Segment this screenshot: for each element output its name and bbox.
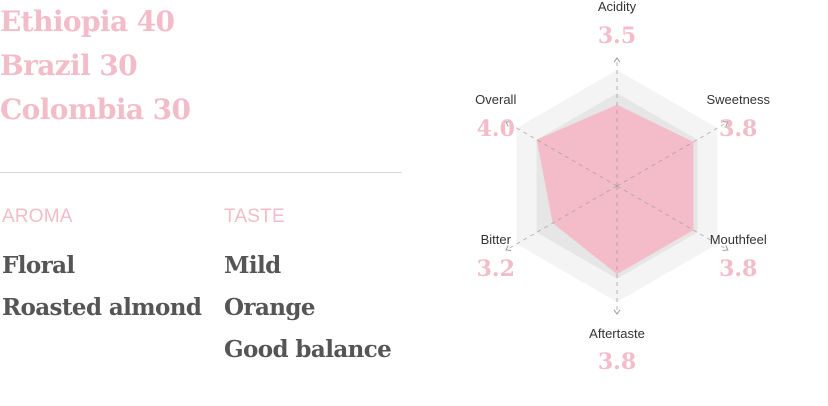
radar-axis-score: 3.8 bbox=[598, 349, 636, 375]
radar-axis-label: Overall bbox=[475, 92, 516, 107]
section-divider bbox=[0, 172, 402, 173]
radar-axis-score: 4.0 bbox=[477, 116, 515, 142]
taste-item: Mild bbox=[224, 252, 281, 279]
blend-origin: Colombia bbox=[0, 93, 144, 126]
radar-axis-line bbox=[505, 121, 618, 187]
radar-axis-arrow-icon bbox=[722, 120, 729, 127]
radar-axis-arrow-icon bbox=[505, 245, 512, 252]
aroma-list: Floral Roasted almond bbox=[2, 245, 202, 329]
radar-axis-arrow-icon bbox=[613, 309, 621, 315]
radar-axis-score: 3.8 bbox=[719, 116, 757, 142]
radar-axis-label: Sweetness bbox=[706, 92, 770, 107]
blend-share: 30 bbox=[152, 93, 191, 126]
aroma-item: Floral bbox=[2, 252, 75, 279]
blend-share: 30 bbox=[99, 49, 138, 82]
radar-axis-score: 3.2 bbox=[477, 256, 515, 282]
radar-axis-score: 3.8 bbox=[719, 256, 757, 282]
blend-origin: Ethiopia bbox=[0, 5, 128, 38]
aroma-heading: AROMA bbox=[2, 206, 73, 227]
radar-axis-line bbox=[616, 185, 729, 251]
radar-axis-line bbox=[616, 121, 729, 187]
radar-axis-score: 3.5 bbox=[598, 23, 636, 49]
radar-axis-line bbox=[505, 185, 618, 251]
aroma-section: AROMA Floral Roasted almond bbox=[2, 205, 202, 329]
blend-row: Brazil 30 bbox=[0, 44, 400, 88]
radar-axis-arrow-icon bbox=[613, 57, 621, 63]
taste-heading: TASTE bbox=[224, 206, 285, 227]
radar-axis-label: Bitter bbox=[481, 232, 512, 247]
blend-origin: Brazil bbox=[0, 49, 91, 82]
radar-axis-label: Acidity bbox=[598, 0, 637, 14]
radar-axis-label: Aftertaste bbox=[589, 326, 645, 341]
radar-axis-arrow-icon bbox=[505, 120, 512, 127]
radar-data-area bbox=[536, 104, 694, 275]
radar-axis-label: Mouthfeel bbox=[710, 232, 767, 247]
taste-item: Good balance bbox=[224, 336, 392, 363]
blend-row: Colombia 30 bbox=[0, 88, 400, 132]
taste-section: TASTE Mild Orange Good balance bbox=[224, 205, 392, 371]
taste-item: Orange bbox=[224, 294, 316, 321]
taste-list: Mild Orange Good balance bbox=[224, 245, 392, 371]
radar-axis-arrow-icon bbox=[722, 245, 729, 252]
aroma-item: Roasted almond bbox=[2, 294, 202, 321]
blend-row: Ethiopia 40 bbox=[0, 0, 400, 44]
blend-composition: Ethiopia 40 Brazil 30 Colombia 30 bbox=[0, 0, 400, 132]
blend-share: 40 bbox=[136, 5, 175, 38]
